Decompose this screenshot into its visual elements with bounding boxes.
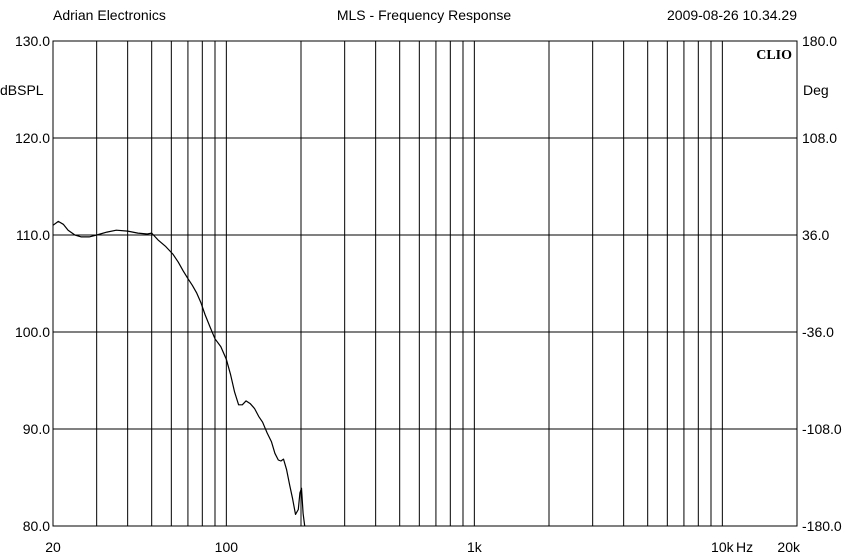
- chart-title: MLS - Frequency Response: [337, 7, 512, 23]
- y-tick-label: 130.0: [15, 33, 50, 49]
- x-tick-label: 20: [45, 539, 61, 555]
- grid: [53, 41, 797, 526]
- spl-response-curve: [52, 220, 306, 527]
- y-tick-label: 100.0: [15, 324, 50, 340]
- axis-labels: 130.0 120.0 110.0 100.0 90.0 80.0 180.0 108.0 36…: [15, 33, 842, 555]
- series-layer: [52, 220, 306, 527]
- company-name: Adrian Electronics: [53, 7, 166, 23]
- y-tick-label: 110.0: [16, 227, 50, 243]
- y2-tick-label: 36.0: [802, 227, 829, 243]
- y-tick-label: 90.0: [23, 421, 50, 437]
- y2-axis-label: Deg: [803, 82, 829, 98]
- plot-frame: [52, 40, 798, 527]
- y2-tick-label: -36.0: [802, 324, 834, 340]
- brand-logo-text: CLIO: [756, 48, 792, 63]
- x-tick-label: 20k: [777, 539, 801, 555]
- timestamp: 2009-08-26 10.34.29: [667, 7, 797, 23]
- x-axis-unit-label: Hz: [736, 539, 753, 555]
- y2-tick-label: -180.0: [802, 518, 842, 534]
- y2-tick-label: 108.0: [802, 130, 837, 146]
- y2-tick-label: -108.0: [802, 421, 842, 437]
- x-tick-label: 10k: [711, 539, 735, 555]
- y2-tick-label: 180.0: [802, 33, 837, 49]
- x-tick-label: 1k: [467, 539, 483, 555]
- y-axis-label: dBSPL: [0, 82, 44, 98]
- y-tick-label: 120.0: [15, 130, 50, 146]
- y-tick-label: 80.0: [23, 518, 50, 534]
- x-tick-label: 100: [215, 539, 239, 555]
